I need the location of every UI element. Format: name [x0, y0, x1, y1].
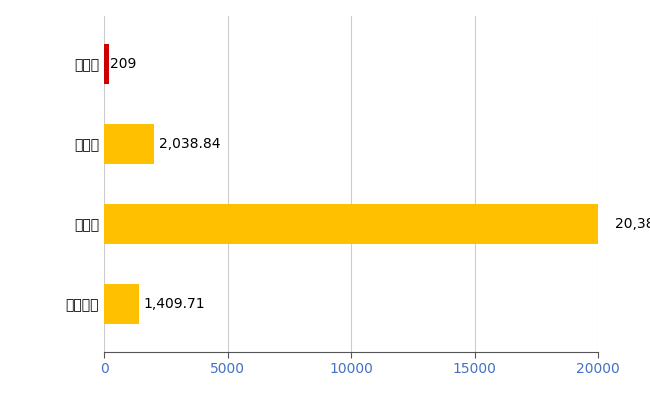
Bar: [104, 284, 139, 324]
Bar: [104, 124, 154, 164]
Text: 20,385: 20,385: [615, 217, 650, 231]
Bar: [104, 44, 109, 84]
Bar: [104, 204, 608, 244]
Text: 209: 209: [111, 57, 136, 71]
Text: 2,038.84: 2,038.84: [159, 137, 221, 151]
Text: 1,409.71: 1,409.71: [144, 297, 205, 311]
